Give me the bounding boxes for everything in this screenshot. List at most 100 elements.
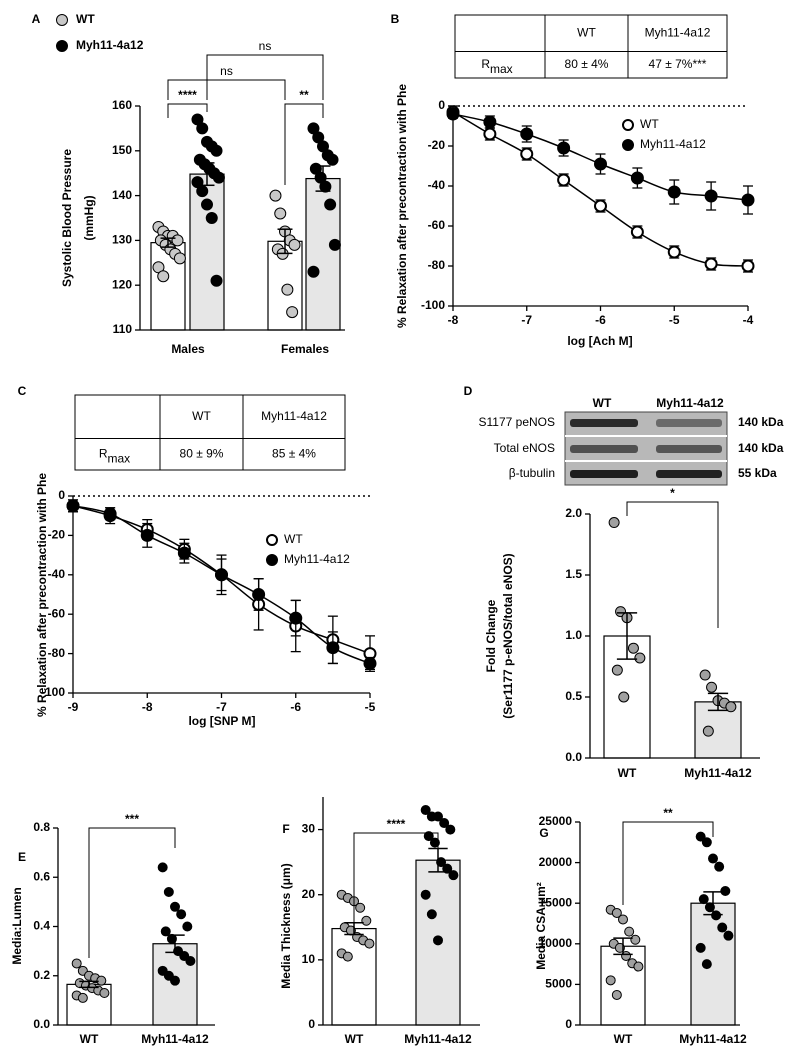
y-tick-label: 140 — [112, 188, 132, 202]
data-point — [446, 107, 460, 121]
x-tick-label: WT — [80, 1032, 99, 1046]
table-cell: 80 ± 9% — [180, 446, 224, 460]
table-row-label: R — [99, 446, 108, 460]
data-point — [182, 921, 193, 932]
data-point — [605, 975, 616, 986]
error-bar — [79, 980, 99, 989]
data-point — [281, 283, 294, 296]
data-point — [630, 934, 641, 945]
table-header: Myh11-4a12 — [261, 409, 327, 423]
error-bar — [613, 937, 633, 956]
legend-label: WT — [76, 12, 95, 26]
data-point — [741, 193, 755, 207]
y-axis-label: % Relaxation after precontraction with P… — [395, 84, 409, 328]
data-point — [741, 259, 755, 273]
blot-lane-label: Myh11-4a12 — [656, 396, 724, 410]
legend-label: Myh11-4a12 — [284, 552, 350, 566]
data-point — [429, 837, 440, 848]
table-frame — [454, 14, 728, 79]
data-point — [634, 652, 646, 664]
x-tick-label: -6 — [595, 313, 606, 327]
legend-marker — [622, 119, 634, 131]
data-point — [173, 252, 186, 265]
y-tick-label: 0 — [565, 1017, 572, 1031]
table-header: WT — [577, 25, 596, 39]
data-point — [706, 681, 718, 693]
y-tick-label: 15000 — [539, 895, 573, 909]
table-row-label-sub: max — [108, 451, 131, 465]
bar — [189, 173, 225, 331]
data-point — [160, 926, 171, 937]
data-point — [176, 909, 187, 920]
data-point — [695, 942, 706, 953]
x-tick-label: WT — [345, 1032, 364, 1046]
data-point — [627, 642, 639, 654]
data-point — [170, 975, 180, 986]
panel-letter: F — [282, 822, 289, 836]
y-tick-label: -60 — [428, 218, 446, 232]
x-tick-label: -7 — [521, 313, 532, 327]
data-point — [171, 234, 184, 247]
data-point — [725, 701, 737, 713]
y-tick-label: -20 — [428, 138, 446, 152]
legend-marker — [56, 40, 68, 52]
data-point — [557, 141, 571, 155]
data-point — [618, 691, 630, 703]
y-tick-label: 2.0 — [565, 506, 582, 520]
significance-bracket — [167, 79, 286, 100]
y-tick-label: 0.8 — [33, 820, 50, 834]
x-tick-label: -9 — [68, 700, 79, 714]
blot-size-label: 55 kDa — [738, 466, 777, 480]
error-bar — [703, 891, 723, 916]
data-point — [420, 889, 431, 900]
data-point — [445, 824, 456, 835]
y-axis-label: % Relaxation after precontraction with P… — [35, 473, 49, 717]
error-bar — [165, 934, 185, 954]
data-point — [170, 901, 180, 912]
data-point — [711, 910, 722, 921]
y-tick-label: 0.0 — [565, 750, 582, 764]
y-tick-label: 30 — [302, 822, 316, 836]
y-axis-label: Media Thickness (μm) — [279, 863, 293, 988]
panel-letter: B — [391, 12, 400, 26]
blot-band — [656, 445, 722, 453]
data-point — [326, 641, 340, 655]
y-tick-label: -40 — [428, 178, 446, 192]
significance-bracket — [88, 827, 176, 958]
panel-letter: C — [18, 384, 27, 398]
data-point — [594, 199, 607, 213]
y-tick-label: 0.6 — [33, 869, 50, 883]
data-point — [704, 189, 718, 203]
data-point — [157, 270, 170, 283]
legend-label: Myh11-4a12 — [76, 38, 144, 52]
data-point — [702, 725, 714, 737]
error-bar — [199, 162, 215, 187]
y-tick-label: 0 — [308, 1017, 315, 1031]
x-axis-label: log [SNP M] — [188, 714, 255, 728]
significance-bracket — [622, 821, 714, 905]
blot-band-label: S1177 peNOS — [479, 415, 556, 429]
table-header: WT — [192, 409, 211, 423]
y-tick-label: 160 — [112, 98, 132, 112]
data-point — [483, 127, 497, 141]
blot-band — [656, 419, 722, 427]
error-bar — [707, 692, 729, 712]
data-point — [420, 805, 431, 816]
data-point — [704, 902, 715, 913]
data-point — [71, 958, 82, 969]
y-tick-label: 0 — [58, 488, 65, 502]
x-axis-label: log [Ach M] — [567, 334, 632, 348]
data-point — [212, 171, 225, 184]
x-tick-label: Myh11-4a12 — [679, 1032, 747, 1046]
y-tick-label: 10 — [302, 952, 316, 966]
y-tick-label: -100 — [41, 685, 65, 699]
y-axis-label: Media:Lumen — [10, 887, 24, 964]
data-point — [210, 144, 223, 157]
y-tick-label: 0.4 — [33, 919, 50, 933]
data-point — [611, 664, 623, 676]
data-point — [624, 926, 635, 937]
data-point — [269, 189, 282, 202]
legend-label: Myh11-4a12 — [640, 137, 706, 151]
data-point — [611, 989, 622, 1000]
